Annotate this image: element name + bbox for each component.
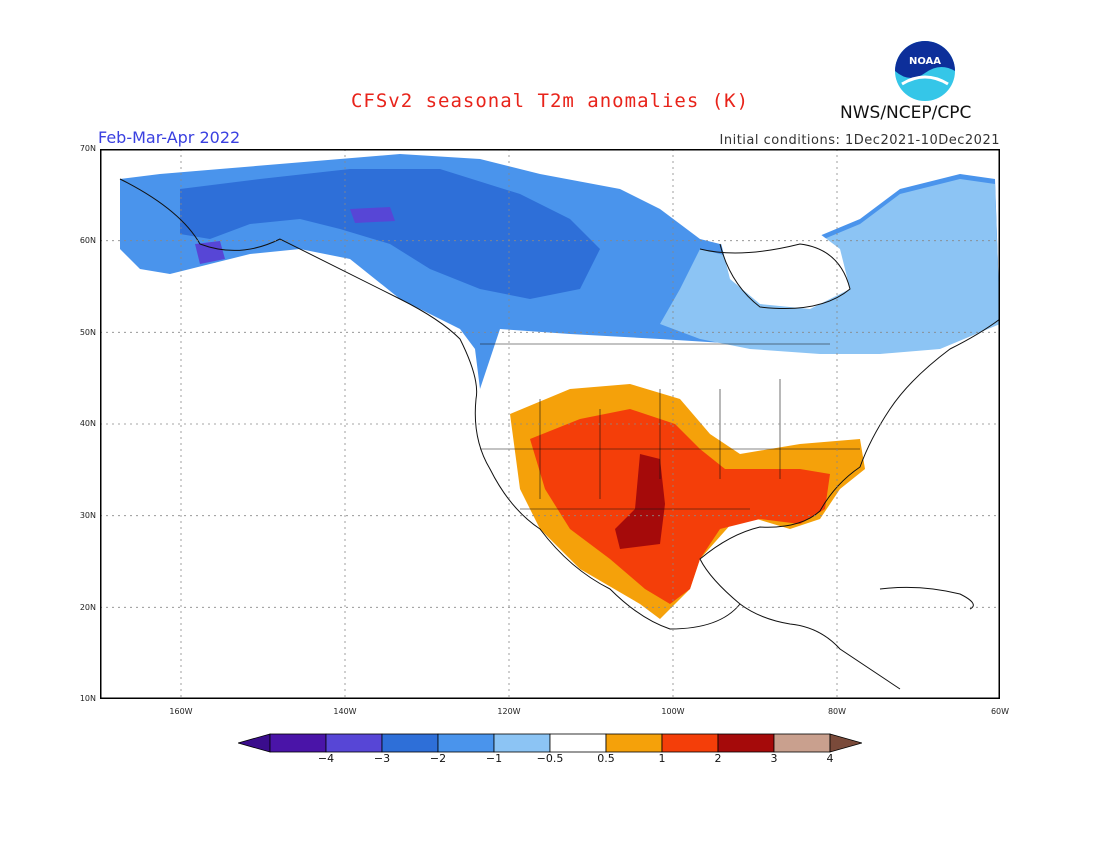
region-yukon-core	[350, 207, 395, 223]
colorbar-label: 0.5	[597, 752, 615, 765]
hudson-bay	[720, 219, 850, 309]
anomaly-map	[100, 149, 1000, 699]
colorbar-cell	[661, 733, 719, 753]
region-western-canada	[180, 169, 600, 299]
initial-conditions: Initial conditions: 1Dec2021-10Dec2021	[719, 133, 1000, 148]
forecast-period: Feb-Mar-Apr 2022	[98, 128, 241, 147]
agency-label: NWS/NCEP/CPC	[840, 103, 972, 123]
colorbar-cell	[717, 733, 775, 753]
lon-label: 60W	[990, 707, 1010, 716]
region-texas-core	[615, 454, 665, 549]
region-southern-alaska	[195, 241, 225, 264]
colorbar-label: 4	[826, 752, 834, 765]
colorbar-label: −2	[429, 752, 447, 765]
colorbar-label: 3	[770, 752, 778, 765]
colorbar-cell	[325, 733, 383, 753]
logo-text: NOAA	[909, 56, 941, 67]
graticule	[100, 149, 1000, 699]
colorbar-label: −4	[317, 752, 335, 765]
map-title: CFSv2 seasonal T2m anomalies (K)	[350, 90, 750, 112]
colorbar	[238, 733, 862, 753]
coastlines	[119, 178, 1000, 690]
colorbar-high-arrow	[829, 733, 862, 753]
lon-label: 160W	[169, 707, 193, 716]
anomaly-shading	[120, 154, 1000, 619]
colorbar-label: −0.5	[536, 752, 564, 765]
colorbar-label: 2	[714, 752, 722, 765]
region-southern-plains-mexico	[530, 409, 830, 604]
noaa-logo: NOAA	[895, 41, 955, 101]
lat-label: 50N	[79, 328, 96, 337]
colorbar-low-arrow	[238, 733, 271, 753]
colorbar-label: −3	[373, 752, 391, 765]
lat-label: 40N	[79, 419, 96, 428]
colorbar-label: −1	[485, 752, 503, 765]
lat-label: 60N	[79, 236, 96, 245]
colorbar-cell	[549, 733, 607, 753]
lon-label: 120W	[497, 707, 521, 716]
colorbar-label: 1	[658, 752, 666, 765]
colorbar-cell	[381, 733, 439, 753]
colorbar-cell	[269, 733, 327, 753]
colorbar-cell	[773, 733, 831, 753]
lat-label: 70N	[79, 144, 96, 153]
colorbar-cell	[605, 733, 663, 753]
lon-label: 140W	[333, 707, 357, 716]
colorbar-cell	[437, 733, 495, 753]
lon-label: 100W	[661, 707, 685, 716]
lon-label: 80W	[827, 707, 847, 716]
colorbar-cell	[493, 733, 551, 753]
lat-label: 20N	[79, 603, 96, 612]
lat-label: 10N	[79, 694, 96, 703]
lat-label: 30N	[79, 511, 96, 520]
